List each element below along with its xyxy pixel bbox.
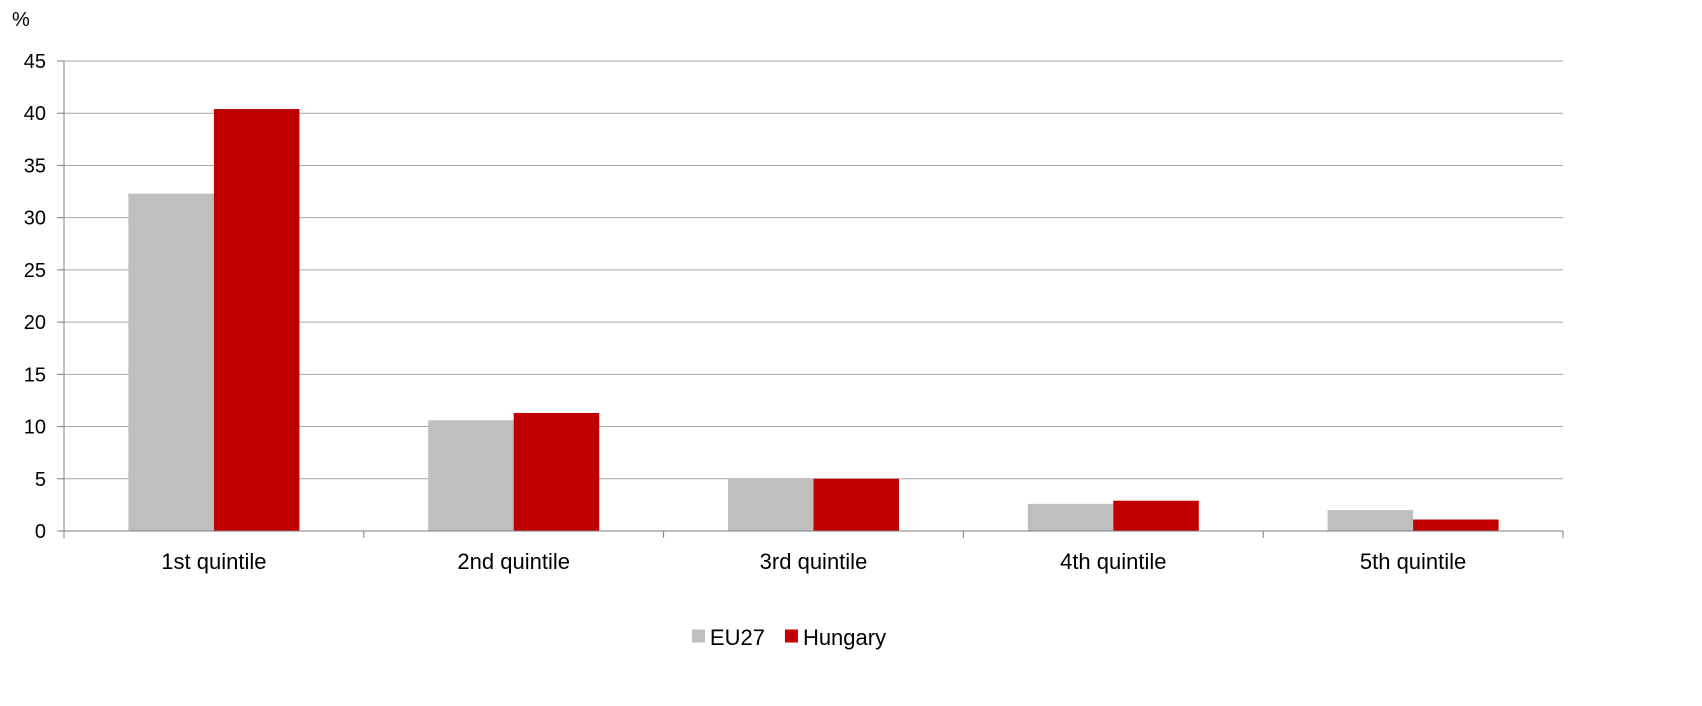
- bar-hungary-4: [1113, 500, 1199, 531]
- x-category-label: 1st quintile: [161, 549, 266, 574]
- legend-label-eu27: EU27: [710, 625, 765, 650]
- y-tick-label: 20: [24, 312, 46, 334]
- legend: EU27 Hungary: [691, 625, 886, 650]
- y-tick-label: 15: [24, 364, 46, 386]
- x-category-label: 5th quintile: [1360, 549, 1466, 574]
- gridlines: [64, 60, 1563, 480]
- y-tick-label: 30: [24, 208, 46, 230]
- bars: [128, 109, 1499, 532]
- bar-eu27-3: [728, 478, 814, 531]
- legend-label-hungary: Hungary: [803, 625, 886, 650]
- y-tick-label: 5: [35, 469, 46, 491]
- y-tick-label: 35: [24, 155, 46, 177]
- bar-eu27-5: [1327, 510, 1414, 531]
- bar-eu27-1: [128, 193, 214, 531]
- bar-eu27-4: [1027, 503, 1114, 531]
- bar-hungary-3: [813, 478, 899, 531]
- y-tick-label: 25: [24, 260, 46, 282]
- bar-hungary-2: [513, 412, 600, 531]
- bar-hungary-5: [1413, 519, 1499, 531]
- bar-hungary-1: [213, 109, 300, 532]
- axis-labels: 0 5 10 15 20 25 30 35 40 45 1st quintile 2nd quinti…: [24, 51, 1467, 574]
- y-unit-label: %: [12, 9, 30, 31]
- legend-swatch-hungary: [784, 629, 798, 643]
- axes: [57, 60, 1564, 538]
- y-tick-label: 10: [24, 417, 46, 439]
- x-category-label: 3rd quintile: [760, 549, 868, 574]
- y-tick-label: 45: [24, 51, 46, 73]
- x-category-label: 4th quintile: [1060, 549, 1166, 574]
- y-tick-label: 0: [35, 521, 46, 543]
- bar-eu27-2: [428, 420, 514, 531]
- legend-swatch-eu27: [691, 629, 705, 643]
- x-category-label: 2nd quintile: [457, 549, 570, 574]
- y-tick-label: 40: [24, 103, 46, 125]
